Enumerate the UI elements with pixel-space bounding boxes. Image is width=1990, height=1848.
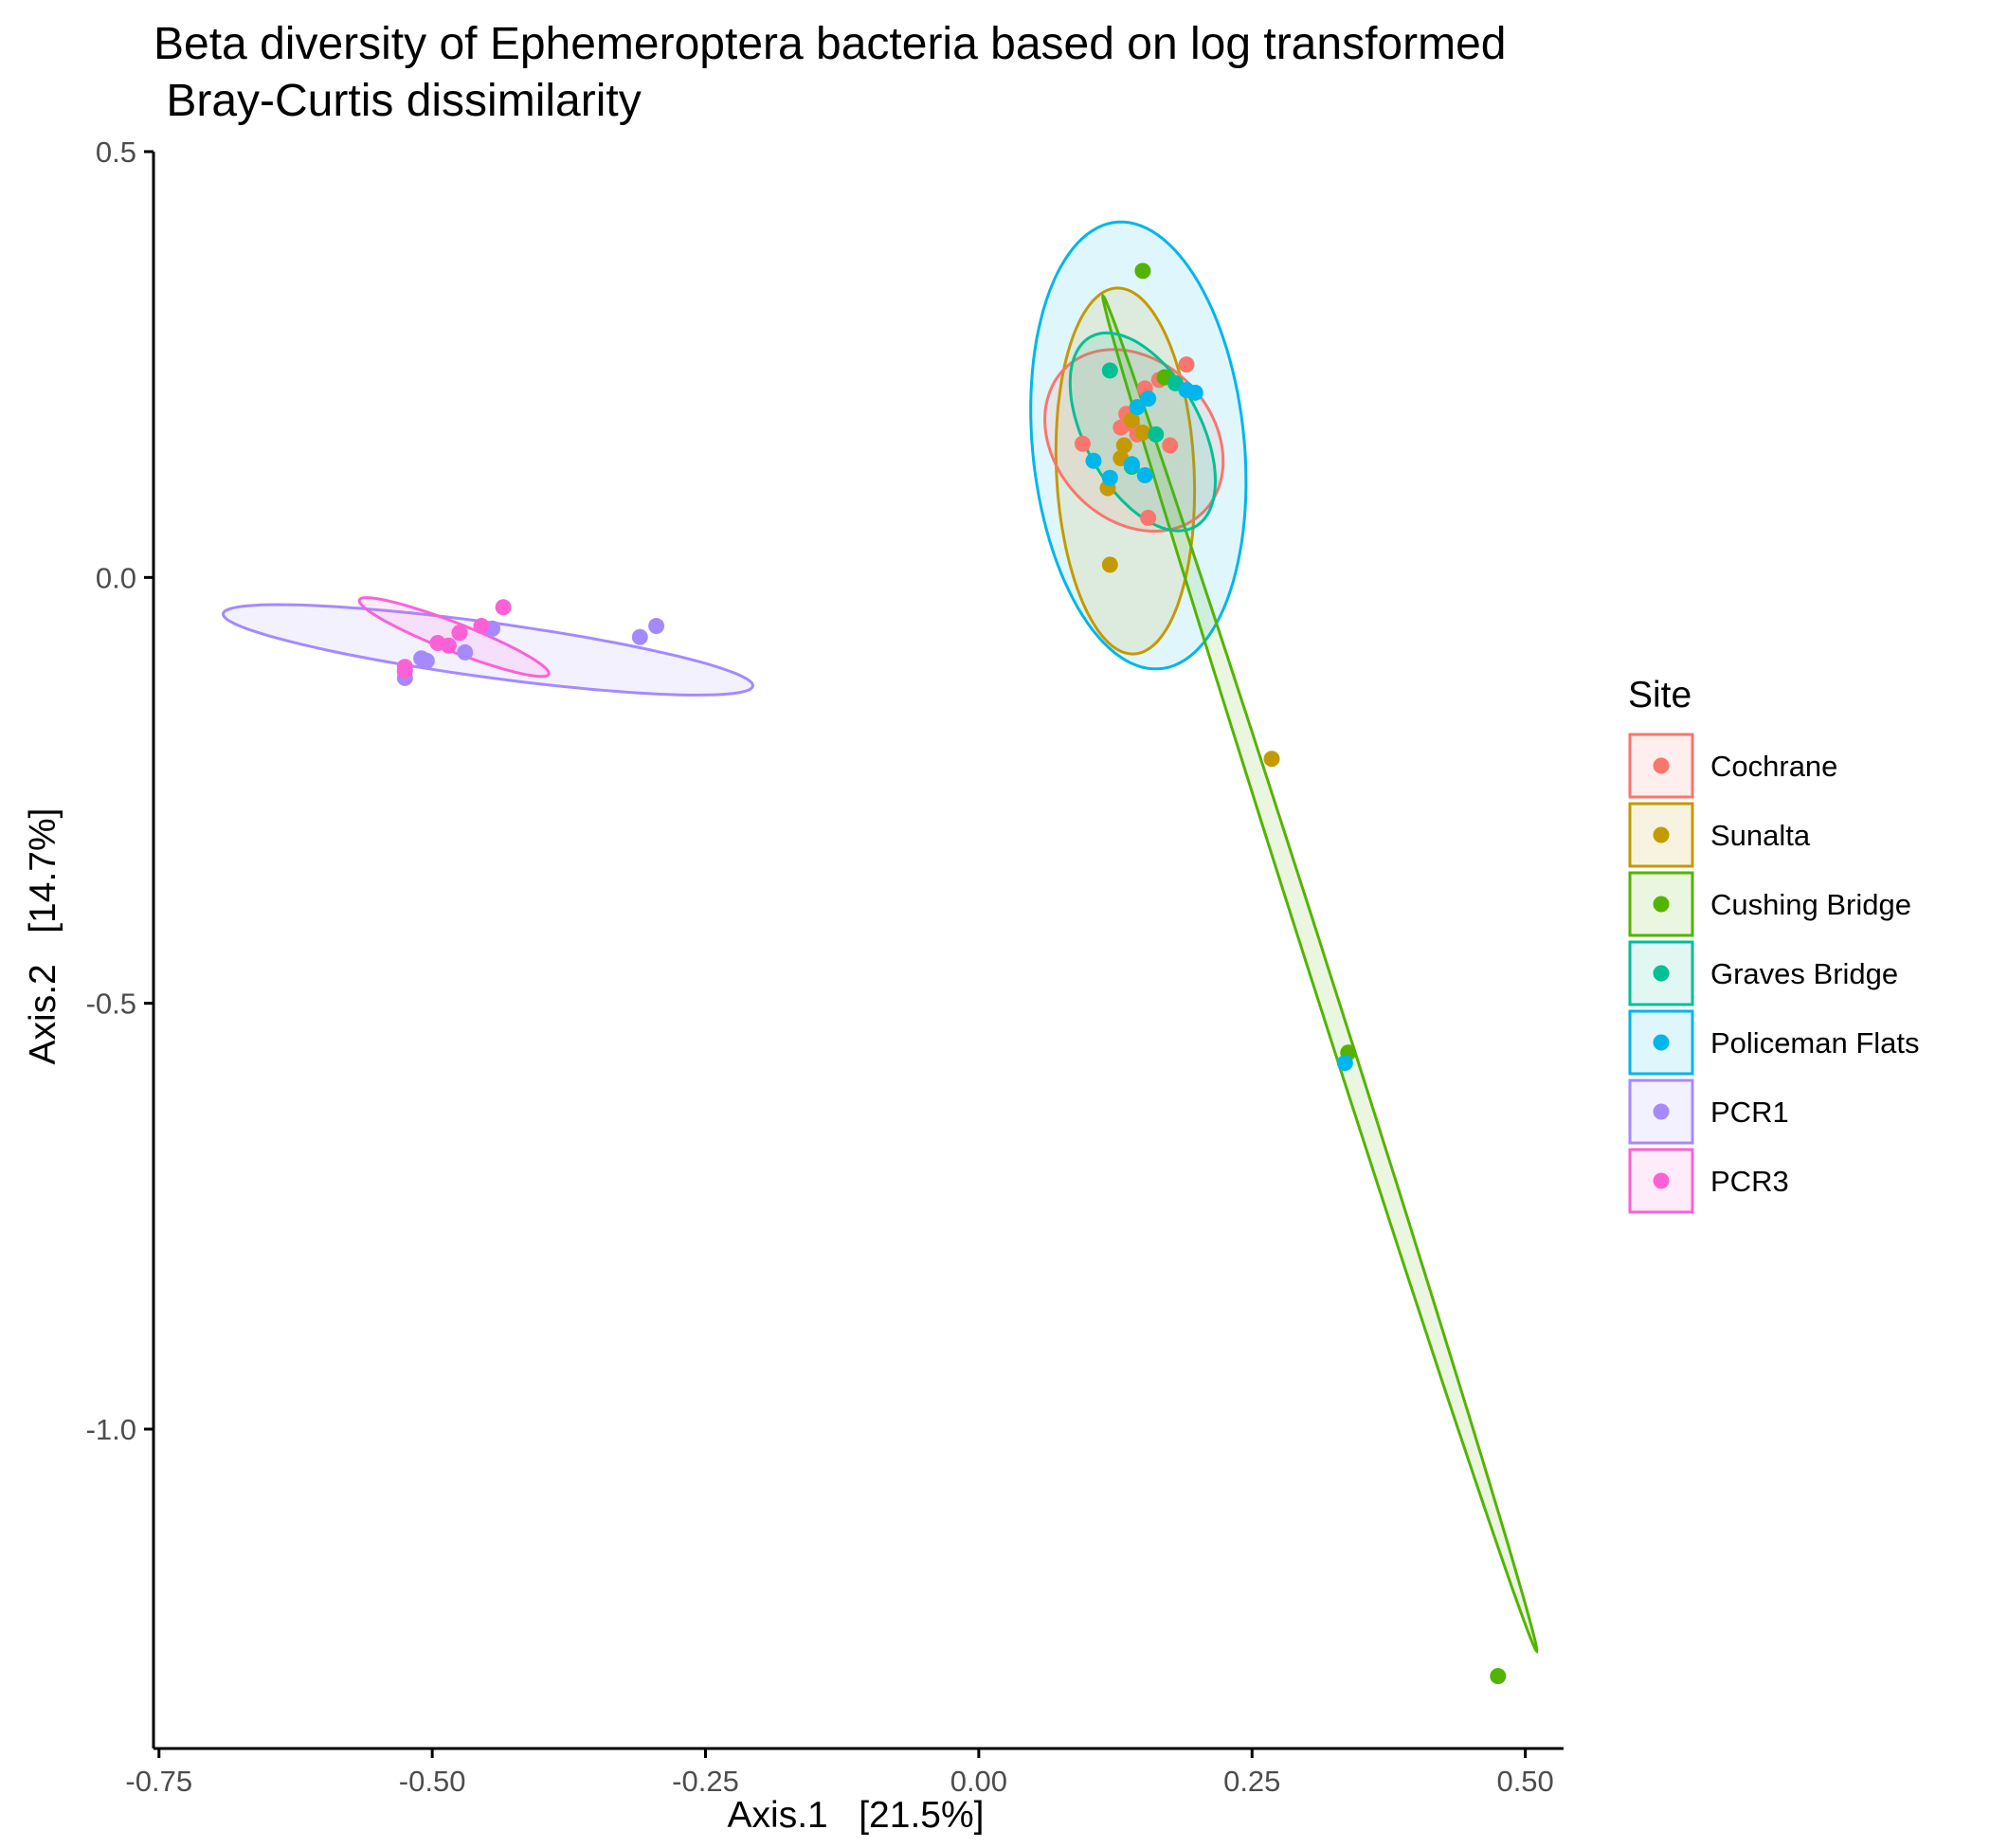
legend-label: Cochrane [1710, 750, 1837, 783]
point-cochrane [1178, 356, 1195, 373]
legend-label: PCR3 [1710, 1165, 1789, 1198]
y-axis-title: Axis.2 [14.7%] [23, 808, 63, 1065]
point-pcr3 [495, 599, 512, 616]
data-points [396, 263, 1507, 1685]
legend-label: Sunalta [1710, 819, 1811, 852]
point-sunalta [1263, 751, 1280, 768]
x-tick-label: 0.25 [1223, 1765, 1280, 1798]
point-pcr1 [648, 618, 665, 635]
legend-item-cochrane: Cochrane [1628, 733, 1837, 799]
legend-item-pcr3: PCR3 [1628, 1148, 1789, 1214]
legend-key-point [1653, 1172, 1670, 1189]
x-axis-ticks: -0.75 -0.50 -0.25 0.00 0.25 0.50 [125, 1748, 1554, 1798]
point-pcr1 [631, 628, 648, 645]
point-pcr3 [440, 637, 457, 654]
legend-key-point [1653, 826, 1670, 843]
legend-label: Graves Bridge [1710, 957, 1898, 990]
legend-label: Cushing Bridge [1710, 888, 1911, 921]
point-sunalta [1115, 437, 1132, 454]
point-sunalta [1101, 556, 1118, 573]
x-tick-label: -0.75 [125, 1765, 192, 1798]
point-pcr1 [457, 643, 474, 661]
chart-title-line-2: Bray-Curtis dissimilarity [154, 76, 642, 126]
y-tick-label: -0.5 [86, 987, 136, 1021]
y-tick-label: -1.0 [86, 1413, 136, 1446]
point-cochrane [1074, 435, 1091, 452]
point-policeman-flats [1140, 390, 1157, 408]
legend-title: Site [1628, 675, 1692, 716]
point-cushing-bridge [1134, 263, 1151, 280]
point-pcr3 [451, 625, 468, 642]
point-policeman-flats [1085, 452, 1102, 469]
point-graves-bridge [1101, 362, 1118, 379]
x-axis-title: Axis.1 [21.5%] [728, 1795, 985, 1836]
y-axis-ticks: 0.5 0.0 -0.5 -1.0 [86, 136, 154, 1446]
point-sunalta [1134, 425, 1151, 442]
legend-item-sunalta: Sunalta [1628, 802, 1811, 868]
point-policeman-flats [1336, 1055, 1353, 1072]
legend-item-pcr1: PCR1 [1628, 1078, 1789, 1145]
point-policeman-flats [1123, 456, 1140, 473]
point-cochrane [1162, 437, 1179, 454]
legend-item-graves-bridge: Graves Bridge [1628, 940, 1898, 1006]
legend-key-cushing-bridge [1628, 871, 1694, 937]
confidence-ellipses [221, 220, 1539, 1655]
ellipse-cushing-bridge [1101, 293, 1539, 1655]
point-pcr1 [418, 652, 435, 669]
legend-label: Policeman Flats [1710, 1026, 1920, 1060]
legend-label: PCR1 [1710, 1096, 1789, 1129]
legend-key-point [1653, 896, 1670, 913]
legend-item-cushing-bridge: Cushing Bridge [1628, 871, 1911, 937]
point-policeman-flats [1129, 399, 1146, 416]
ellipse-policeman-flats [1029, 220, 1248, 671]
legend-item-policeman-flats: Policeman Flats [1628, 1009, 1920, 1076]
point-sunalta [1123, 411, 1140, 428]
point-policeman-flats [1101, 469, 1118, 486]
y-tick-label: 0.5 [96, 136, 136, 169]
ellipse-pcr1 [221, 603, 754, 697]
point-policeman-flats [1136, 466, 1153, 483]
point-pcr3 [396, 662, 413, 679]
x-tick-label: -0.25 [672, 1765, 739, 1798]
chart-title-line-1: Beta diversity of Ephemeroptera bacteria… [154, 19, 1506, 69]
legend-key-point [1653, 1103, 1670, 1120]
point-pcr3 [473, 618, 490, 635]
legend-key-point [1653, 965, 1670, 982]
legend-key-point [1653, 757, 1670, 774]
point-cochrane [1140, 509, 1157, 526]
x-tick-label: 0.00 [950, 1765, 1007, 1798]
point-graves-bridge [1148, 426, 1165, 443]
x-tick-label: -0.50 [399, 1765, 466, 1798]
point-cushing-bridge [1490, 1668, 1507, 1685]
point-policeman-flats [1186, 384, 1203, 401]
legend: Cochrane Sunalta Cushing Bridge Graves Brid… [1628, 733, 1920, 1214]
legend-key-point [1653, 1034, 1670, 1051]
y-tick-label: 0.0 [96, 561, 136, 594]
x-tick-label: 0.50 [1496, 1765, 1553, 1798]
